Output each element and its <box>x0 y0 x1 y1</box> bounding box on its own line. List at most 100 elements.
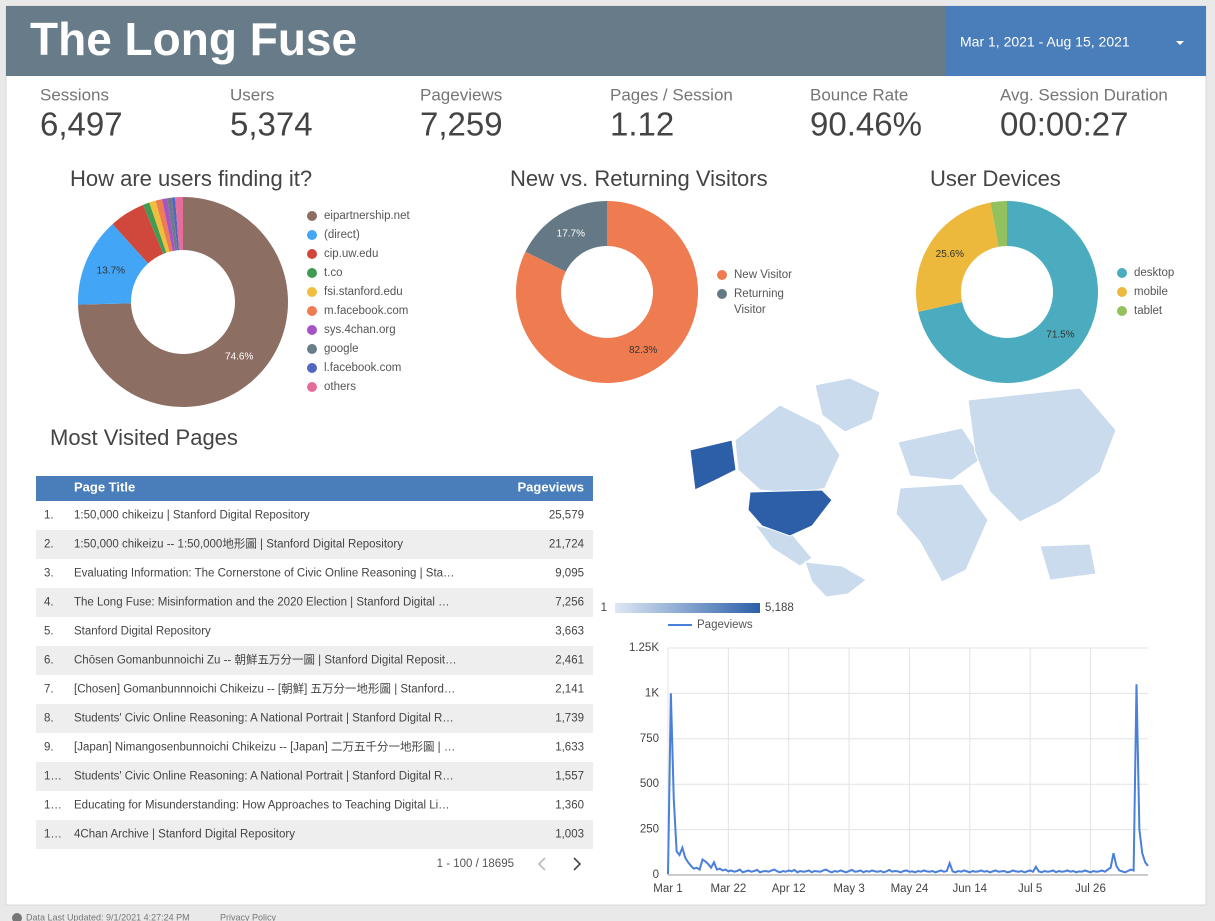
date-range[interactable]: Mar 1, 2021 - Aug 15, 2021 <box>960 34 1130 50</box>
y-tick-label: 1.25K <box>629 642 659 654</box>
slice-label: 25.6% <box>936 249 964 260</box>
land <box>814 377 881 433</box>
header-bar <box>6 6 946 76</box>
legend-swatch <box>717 270 727 280</box>
land <box>895 483 989 583</box>
slice <box>162 198 176 252</box>
scorecard-value: 5,374 <box>230 106 313 143</box>
info-icon <box>12 913 22 921</box>
row-index: 5. <box>44 626 54 638</box>
page-title: 1:50,000 chikeizu -- 1:50,000地形圖 | Stanf… <box>74 538 403 551</box>
land-high <box>689 439 737 491</box>
table-row <box>36 617 593 646</box>
page-title: Students' Civic Online Reasoning: A Nati… <box>74 713 454 725</box>
row-index: 2. <box>44 539 54 551</box>
scorecard-label: Avg. Session Duration <box>1000 85 1168 104</box>
legend-swatch <box>307 363 317 373</box>
slice <box>175 197 183 251</box>
land <box>804 561 867 598</box>
scale-max: 5,188 <box>765 602 794 614</box>
pageviews: 1,003 <box>555 829 584 841</box>
legend-label: (direct) <box>324 229 360 241</box>
land-high <box>747 489 833 537</box>
chart-title: How are users finding it? <box>70 166 312 191</box>
y-tick-label: 500 <box>640 778 659 790</box>
y-tick-label: 750 <box>640 733 659 745</box>
slice-label: 13.7% <box>97 266 125 277</box>
column-header: Page Title <box>74 479 135 494</box>
table-row <box>36 559 593 588</box>
table-row <box>36 762 593 791</box>
page-title: The Long Fuse: Misinformation and the 20… <box>74 597 450 609</box>
table-row <box>36 501 593 530</box>
legend-swatch <box>1117 287 1127 297</box>
scorecard-label: Pages / Session <box>610 85 733 104</box>
scorecard-value: 6,497 <box>40 106 123 143</box>
row-index: 4. <box>44 597 54 609</box>
table-row <box>36 530 593 559</box>
legend-label: Pageviews <box>697 619 753 631</box>
line <box>667 684 1149 875</box>
legend-label: m.facebook.com <box>324 305 408 317</box>
legend-label: mobile <box>1134 286 1168 298</box>
legend-label: google <box>324 343 359 355</box>
dropdown-arrow[interactable] <box>1176 41 1184 45</box>
chart-title: User Devices <box>930 166 1061 191</box>
row-index: 3. <box>44 568 54 580</box>
table-header <box>36 476 593 501</box>
row-index: 7. <box>44 684 54 696</box>
x-tick-label: May 3 <box>833 883 864 895</box>
legend-swatch <box>307 306 317 316</box>
row-index: 1… <box>44 771 62 783</box>
legend-swatch <box>307 211 317 221</box>
slice <box>155 199 173 252</box>
pagination: 1 - 100 / 18695 <box>437 858 514 870</box>
legend-swatch <box>307 287 317 297</box>
page-title: 4Chan Archive | Stanford Digital Reposit… <box>74 829 295 841</box>
land <box>967 387 1117 523</box>
table-row <box>36 704 593 733</box>
x-tick-label: Jun 14 <box>953 883 988 895</box>
page-title: [Chosen] Gomanbunnnoichi Chikeizu -- [朝鮮… <box>74 682 455 696</box>
color-scale <box>615 603 760 613</box>
scorecard-value: 7,259 <box>420 106 503 143</box>
scorecard-label: Sessions <box>40 85 109 104</box>
date-picker[interactable] <box>946 6 1206 76</box>
table-row <box>36 820 593 849</box>
page-title: Evaluating Information: The Cornerstone … <box>74 568 455 580</box>
slice <box>171 197 180 251</box>
legend-swatch <box>307 230 317 240</box>
table-row <box>36 588 593 617</box>
slice <box>525 201 607 272</box>
slice <box>149 200 170 253</box>
legend-label: desktop <box>1134 267 1174 279</box>
privacy-link[interactable]: Privacy Policy <box>220 912 277 921</box>
x-tick-label: Mar 22 <box>710 883 746 895</box>
slice <box>918 201 1098 383</box>
y-tick-label: 0 <box>653 869 659 881</box>
pageviews: 25,579 <box>549 510 584 522</box>
legend-label: t.co <box>324 267 343 279</box>
next-page[interactable] <box>573 857 582 871</box>
slice <box>143 202 167 254</box>
land <box>1039 543 1097 581</box>
scorecard-label: Pageviews <box>420 85 502 104</box>
x-tick-label: Jul 5 <box>1018 883 1042 895</box>
scale-min: 1 <box>601 602 607 614</box>
pageviews: 7,256 <box>555 597 584 609</box>
legend-label: New Visitor <box>734 269 792 281</box>
x-tick-label: Apr 12 <box>772 883 806 895</box>
pageviews: 1,633 <box>555 742 584 754</box>
scorecard-value: 00:00:27 <box>1000 106 1128 143</box>
legend-swatch <box>307 249 317 259</box>
scorecard-label: Bounce Rate <box>810 85 908 104</box>
prev-page[interactable] <box>537 857 546 871</box>
scorecard-value: 90.46% <box>810 106 922 143</box>
legend-swatch <box>1117 306 1127 316</box>
legend-label: l.facebook.com <box>324 362 401 374</box>
slice <box>78 197 288 408</box>
page-title: Stanford Digital Repository <box>74 626 211 638</box>
slice-label: 71.5% <box>1046 329 1074 340</box>
